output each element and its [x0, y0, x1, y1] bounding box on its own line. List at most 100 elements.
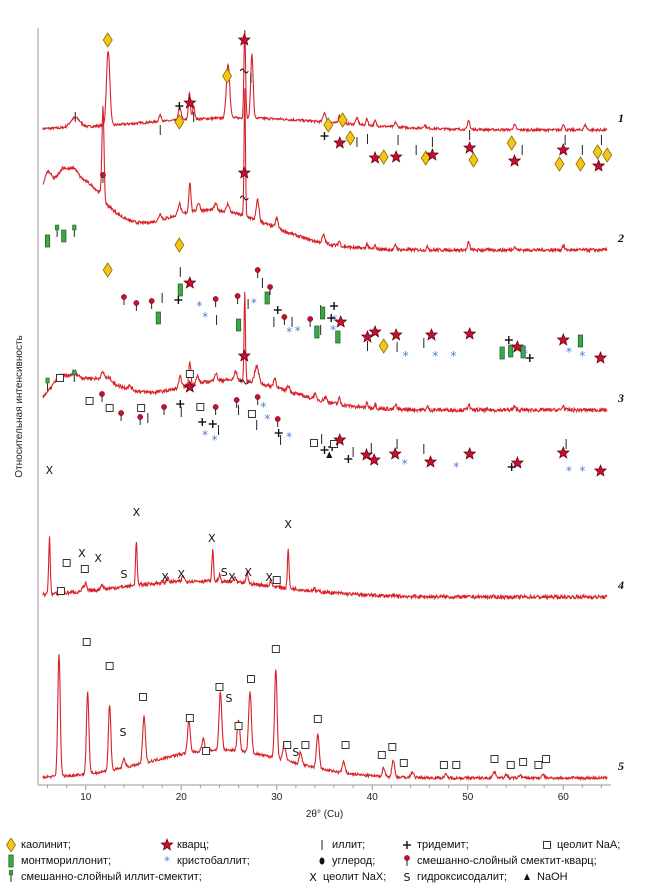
- smectite-quartz-marker: [254, 394, 261, 405]
- legend-label: кристобаллит;: [177, 855, 250, 867]
- zeoliteNaA-marker: [137, 404, 146, 412]
- quartz-marker: [556, 333, 570, 346]
- illite-smectite-marker: [45, 377, 50, 390]
- legend-item: углерод;: [315, 854, 375, 868]
- svg-text:S: S: [221, 566, 228, 579]
- kaolinite-marker: [102, 262, 113, 278]
- quartz-marker: [388, 447, 402, 460]
- tridymite-marker: [330, 302, 339, 310]
- zeoliteNaA-marker: [80, 565, 89, 573]
- kaolinite-marker: [575, 156, 586, 172]
- x-tick-label: 50: [462, 792, 474, 803]
- zeoliteNaA-marker: [543, 841, 551, 849]
- cristobalite-marker: *: [196, 299, 202, 313]
- series-label: 4: [617, 578, 624, 592]
- quartz-marker: [591, 159, 606, 172]
- smectite-quartz-marker: [100, 172, 106, 183]
- zeoliteNaA-marker: [105, 662, 114, 670]
- hydroxysodalite-marker: S: [120, 568, 127, 581]
- legend-item: каолинит;: [4, 838, 71, 852]
- legend-item: смешанно-слойный смектит-кварц;: [400, 854, 597, 868]
- series-label: 5: [618, 759, 624, 773]
- svg-text:*: *: [453, 460, 459, 474]
- cristobalite-marker: *: [331, 313, 337, 327]
- kaolinite-marker: [174, 114, 185, 130]
- traces: [42, 29, 608, 782]
- tridymite-marker: [198, 418, 207, 426]
- svg-text:*: *: [212, 433, 218, 447]
- cristobalite-marker: *: [453, 460, 459, 474]
- zeoliteNaA-marker: [247, 410, 256, 418]
- legend-hydroxysodalite-icon: S: [404, 871, 411, 884]
- hydroxysodalite-marker: S: [404, 871, 411, 884]
- tridymite-marker: [320, 446, 329, 454]
- series-label: 1: [618, 111, 624, 125]
- zeoliteNaA-marker: [272, 576, 281, 584]
- cristobalite-marker: *: [579, 349, 585, 363]
- cristobalite-marker: *: [402, 457, 408, 471]
- series-4-line: [42, 536, 608, 601]
- legend-label: иллит;: [332, 839, 366, 851]
- svg-text:X: X: [46, 464, 54, 477]
- smectite-quartz-marker: [404, 855, 410, 866]
- svg-text:*: *: [286, 325, 292, 339]
- NaOH-marker: [524, 873, 530, 880]
- cristobalite-marker: *: [450, 349, 456, 363]
- smectite-quartz-marker: [233, 397, 240, 408]
- zeoliteNaA-marker: [301, 741, 310, 749]
- series-1-line: [42, 29, 608, 134]
- zeoliteNaA-marker: [82, 638, 91, 646]
- zeoliteNaA-marker: [56, 587, 65, 595]
- montmorillonite-marker: [335, 330, 341, 344]
- quartz-marker: [593, 351, 608, 364]
- series-5-line: [42, 654, 608, 782]
- legend-label: углерод;: [332, 855, 376, 867]
- montmorillonite-marker: [177, 283, 183, 297]
- montmorillonite-marker: [44, 234, 51, 248]
- smectite-quartz-marker: [254, 267, 261, 278]
- smectite-quartz-marker: [133, 300, 140, 311]
- montmorillonite-marker: [61, 229, 67, 243]
- zeoliteNaA-marker: [234, 722, 243, 730]
- cristobalite-marker: *: [403, 349, 409, 363]
- montmorillonite-marker: [155, 311, 161, 325]
- legend-label: гидроксисодалит;: [417, 871, 508, 883]
- legend-item: смешанно-слойный иллит-смектит;: [4, 870, 202, 884]
- zeoliteNaA-marker: [247, 675, 255, 683]
- quartz-marker: [389, 328, 403, 341]
- labels: 10 20 30 40 50 60 2θ° (Cu) Относительная интенс…: [14, 111, 624, 820]
- svg-text:*: *: [260, 400, 266, 414]
- smectite-quartz-marker: [212, 296, 219, 307]
- zeoliteNaA-marker: [519, 758, 528, 766]
- quartz-marker: [183, 96, 197, 109]
- axis-break-mark: [239, 195, 249, 201]
- cristobalite-marker: *: [251, 296, 257, 310]
- zeoliteNaX-marker: X: [244, 566, 252, 579]
- quartz-marker: [510, 340, 525, 353]
- svg-text:*: *: [264, 412, 270, 426]
- quartz-marker: [463, 141, 477, 154]
- zeoliteNaA-marker: [399, 759, 408, 767]
- zeoliteNaX-marker: X: [265, 571, 273, 584]
- svg-text:*: *: [251, 296, 257, 310]
- svg-text:*: *: [202, 310, 208, 324]
- svg-text:*: *: [196, 299, 202, 313]
- kaolinite-marker: [378, 149, 389, 165]
- x-tick-label: 40: [367, 792, 379, 803]
- montmorillonite-marker: [236, 318, 242, 332]
- cristobalite-marker: *: [286, 325, 292, 339]
- quartz-marker: [556, 143, 570, 156]
- svg-text:*: *: [402, 457, 408, 471]
- legend-kaolinite-icon: [6, 838, 16, 852]
- y-axis-label: Относительная интенсивность: [14, 335, 25, 477]
- kaolinite-marker: [323, 117, 334, 133]
- zeoliteNaX-marker: X: [177, 568, 185, 581]
- svg-text:S: S: [226, 692, 233, 705]
- zeoliteNaA-marker: [506, 761, 515, 769]
- zeoliteNaA-marker: [534, 761, 543, 769]
- legend-cristobalite-icon: *: [164, 854, 170, 868]
- zeoliteNaA-marker: [202, 747, 211, 755]
- legend-label: NaOH: [537, 871, 568, 883]
- tridymite-marker: [504, 336, 513, 344]
